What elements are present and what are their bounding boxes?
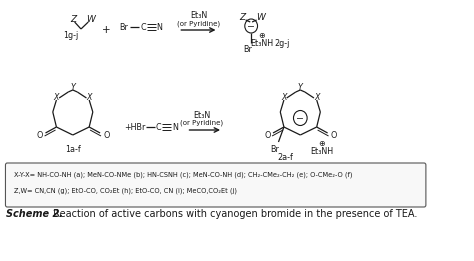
Text: Et₃N: Et₃N <box>193 110 210 120</box>
Text: W: W <box>87 15 95 25</box>
Text: X: X <box>314 92 319 102</box>
Text: N: N <box>156 22 162 32</box>
FancyBboxPatch shape <box>6 163 426 207</box>
Text: C: C <box>155 123 161 133</box>
Text: Y: Y <box>298 84 303 92</box>
Text: 2a-f: 2a-f <box>277 152 293 162</box>
Text: Et₃NH: Et₃NH <box>310 146 334 156</box>
Text: Br: Br <box>119 22 128 32</box>
Text: C: C <box>140 22 146 32</box>
Text: O: O <box>331 132 337 140</box>
Text: Z: Z <box>239 13 245 21</box>
Text: Y: Y <box>70 84 75 92</box>
Text: Et₃N: Et₃N <box>190 11 207 21</box>
Text: +HBr: +HBr <box>124 123 145 133</box>
Text: 1a-f: 1a-f <box>65 145 81 155</box>
Text: Br: Br <box>243 44 252 54</box>
Text: W: W <box>256 13 264 21</box>
Text: ⊕: ⊕ <box>318 139 325 149</box>
Text: N: N <box>172 123 178 133</box>
Text: −: − <box>296 114 304 122</box>
Text: O: O <box>37 132 43 140</box>
Text: X: X <box>86 92 92 102</box>
Text: X: X <box>281 92 287 102</box>
Text: −: − <box>247 21 255 31</box>
Text: (or Pyridine): (or Pyridine) <box>177 21 220 27</box>
Text: O: O <box>103 132 109 140</box>
Text: X-Y-X= NH-CO-NH (a); MeN-CO-NMe (b); HN-CSNH (c); MeN-CO-NH (d); CH₂-CMe₂-CH₂ (e: X-Y-X= NH-CO-NH (a); MeN-CO-NMe (b); HN-… <box>14 172 352 178</box>
Text: ⊕: ⊕ <box>258 32 264 40</box>
Text: Z,W= CN,CN (g); EtO-CO, CO₂Et (h); EtO-CO, CN (i); MeCO,CO₂Et (j): Z,W= CN,CN (g); EtO-CO, CO₂Et (h); EtO-C… <box>14 188 237 194</box>
Text: 2g-j: 2g-j <box>274 39 290 48</box>
Text: O: O <box>264 132 271 140</box>
Text: 1g-j: 1g-j <box>64 31 79 39</box>
Text: (or Pyridine): (or Pyridine) <box>181 120 224 126</box>
Text: Z: Z <box>70 15 76 25</box>
Text: Et₃NH: Et₃NH <box>251 39 273 48</box>
Text: Reaction of active carbons with cyanogen bromide in the presence of TEA.: Reaction of active carbons with cyanogen… <box>50 209 418 219</box>
Text: X: X <box>54 92 59 102</box>
Text: +: + <box>102 25 111 35</box>
Text: Br: Br <box>270 145 279 153</box>
Text: Scheme 2.: Scheme 2. <box>6 209 64 219</box>
